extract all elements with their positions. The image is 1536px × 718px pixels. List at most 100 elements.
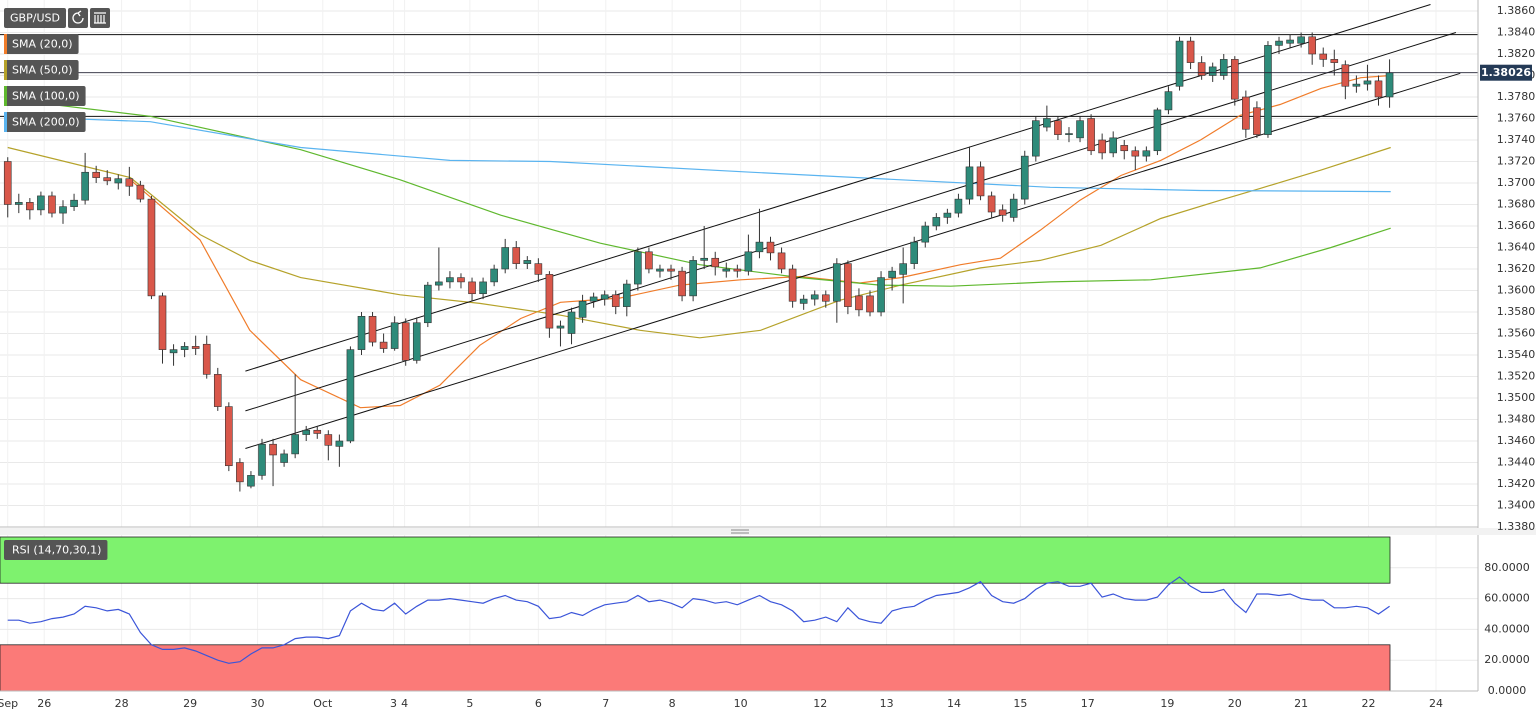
candle-body xyxy=(1142,150,1151,157)
candle-body xyxy=(136,184,145,200)
labels: 1.3380 1.3400 1.3420 1.3440 1.3460 1.3480 1.35… xyxy=(0,4,1535,710)
candle-body xyxy=(656,268,664,272)
y-tick-label: 1.3860 xyxy=(1497,4,1536,17)
x-tick-label: 3 xyxy=(390,697,397,710)
candle-body xyxy=(1098,139,1106,154)
candle-body xyxy=(678,270,686,297)
x-tick-label: 26 xyxy=(37,697,51,710)
candle-body xyxy=(733,268,742,272)
candle-body xyxy=(1009,198,1018,218)
candle-body xyxy=(844,263,852,307)
y-tick-label: 1.3820 xyxy=(1497,47,1536,60)
settings-icon xyxy=(94,12,106,24)
refresh-button[interactable] xyxy=(68,8,88,28)
candle-body xyxy=(600,294,609,300)
candle-body xyxy=(169,349,178,354)
candle-body xyxy=(1043,118,1051,128)
y-tick-label: 1.3580 xyxy=(1497,305,1536,318)
panel-separator[interactable] xyxy=(0,528,1536,535)
candle-body xyxy=(722,268,731,272)
candle-body xyxy=(833,263,841,302)
x-tick-label: 6 xyxy=(535,697,542,710)
x-tick-label: 10 xyxy=(734,697,748,710)
candle-body xyxy=(1054,120,1062,135)
x-tick-label: 21 xyxy=(1294,697,1308,710)
rsi-zone xyxy=(0,644,1391,691)
candle-body xyxy=(103,177,112,182)
candle-body xyxy=(280,453,288,463)
settings-button[interactable] xyxy=(90,8,110,28)
candle-body xyxy=(37,195,45,211)
y-tick-label: 1.3740 xyxy=(1497,133,1536,146)
symbol-box[interactable] xyxy=(4,8,66,28)
candle-body xyxy=(943,212,952,218)
candle-body xyxy=(14,202,23,205)
candle-body xyxy=(335,440,344,447)
x-tick-label: 5 xyxy=(466,697,473,710)
sma-line xyxy=(7,115,1391,193)
y-tick-label: 1.3560 xyxy=(1497,327,1536,340)
rsi-tick-label: 40.0000 xyxy=(1484,622,1530,635)
x-tick-label: Sep xyxy=(0,697,18,710)
y-tick-label: 1.3520 xyxy=(1497,370,1536,383)
y-tick-label: 1.3660 xyxy=(1497,219,1536,232)
candle-body xyxy=(412,322,421,361)
candle-body xyxy=(1065,133,1073,135)
candle-body xyxy=(744,251,753,272)
candle-body xyxy=(589,296,598,302)
legend-entry-swatch xyxy=(4,86,7,106)
legend-entry-swatch xyxy=(4,60,7,80)
y-tick-label: 1.3420 xyxy=(1497,477,1536,490)
legend-entry: SMA (100,0) xyxy=(12,90,80,103)
x-tick-label: 29 xyxy=(183,697,197,710)
candle-body xyxy=(1076,120,1084,139)
candle-body xyxy=(59,206,67,214)
candle-body xyxy=(1264,45,1272,135)
candle-body xyxy=(1153,109,1162,152)
candle-body xyxy=(1363,80,1372,85)
x-tick-label: 19 xyxy=(1160,697,1174,710)
legend-entry-swatch xyxy=(4,112,7,132)
legend-entry: SMA (50,0) xyxy=(12,64,73,77)
candle-body xyxy=(976,166,985,197)
candle-body xyxy=(258,443,266,476)
candle-body xyxy=(766,241,775,254)
candle-body xyxy=(1020,155,1029,200)
candle-body xyxy=(379,341,388,349)
rsi-tick-label: 0.0000 xyxy=(1488,684,1527,697)
y-tick-label: 1.3500 xyxy=(1497,391,1536,404)
last-price-label: 1.38026 xyxy=(1481,66,1531,79)
candle-body xyxy=(213,374,222,407)
rsi-zone xyxy=(0,536,1391,584)
candle-body xyxy=(777,252,786,270)
candle-body xyxy=(269,443,277,456)
candle-body xyxy=(634,251,642,285)
candle-body xyxy=(247,475,255,487)
candle-body xyxy=(92,171,100,178)
candle-body xyxy=(866,295,874,313)
candle-body xyxy=(1197,62,1206,76)
candle-body xyxy=(1087,118,1095,152)
candle-body xyxy=(545,274,554,329)
candle-body xyxy=(479,281,487,295)
rsi-zones xyxy=(0,536,1391,691)
candle-body xyxy=(910,241,919,264)
x-tick-label: 15 xyxy=(1013,697,1027,710)
candle-body xyxy=(48,195,56,214)
candle-body xyxy=(1120,145,1129,152)
y-tick-label: 1.3600 xyxy=(1497,284,1536,297)
candle-body xyxy=(1208,66,1217,76)
candle-body xyxy=(468,281,476,295)
channel-line xyxy=(245,32,1457,412)
legend-entry-box xyxy=(4,60,79,80)
y-tick-label: 1.3760 xyxy=(1497,112,1536,125)
legend-entry-box xyxy=(4,112,86,132)
candle-body xyxy=(689,260,697,297)
candle-body xyxy=(114,178,123,184)
candle-body xyxy=(435,281,443,286)
candle-body xyxy=(788,268,797,302)
x-tick-label: 17 xyxy=(1081,697,1095,710)
candle-body xyxy=(1230,59,1239,100)
